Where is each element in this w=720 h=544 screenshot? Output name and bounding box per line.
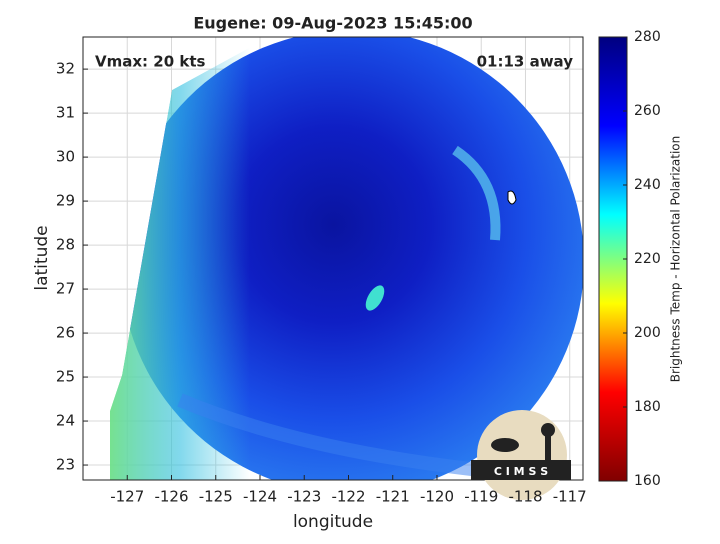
colorbar-label: Brightness Temp - Horizontal Polarizatio…	[669, 136, 683, 383]
x-tick-label: -125	[199, 488, 233, 506]
y-tick-label: 30	[56, 148, 75, 166]
colorbar-tick-label: 160	[634, 473, 661, 489]
colorbar-tick-label: 240	[634, 177, 661, 193]
x-tick-label: -124	[243, 488, 277, 506]
y-tick-label: 25	[56, 368, 75, 386]
annotation: Vmax: 20 kts	[95, 53, 205, 71]
plot-frame	[82, 36, 584, 481]
y-tick-label: 28	[56, 236, 75, 254]
x-tick-label: -126	[154, 488, 188, 506]
annotation: 01:13 away	[477, 53, 574, 71]
colorbar-tick-label: 260	[634, 103, 661, 119]
x-tick-label: -127	[110, 488, 144, 506]
y-tick-label: 31	[56, 104, 75, 122]
x-tick-label: -122	[331, 488, 365, 506]
y-tick-label: 24	[56, 412, 75, 430]
colorbar	[598, 36, 628, 482]
y-tick-label: 32	[56, 60, 75, 78]
y-axis-label: latitude	[32, 225, 52, 290]
y-tick-label: 23	[56, 456, 75, 474]
x-tick-label: -120	[420, 488, 454, 506]
x-tick-label: -123	[287, 488, 321, 506]
chart-title: Eugene: 09-Aug-2023 15:45:00	[193, 14, 472, 33]
logo-text: C I M S S	[494, 465, 548, 478]
x-tick-label: -118	[508, 488, 542, 506]
colorbar-tick-label: 200	[634, 325, 661, 341]
colorbar-tick-label: 280	[634, 29, 661, 45]
x-axis-label: longitude	[293, 512, 373, 532]
x-tick-label: -121	[376, 488, 410, 506]
logo: C I M S S	[471, 410, 571, 500]
x-tick-label: -117	[553, 488, 587, 506]
y-tick-label: 27	[56, 280, 75, 298]
x-tick-label: -119	[464, 488, 498, 506]
y-tick-label: 26	[56, 324, 75, 342]
y-tick-label: 29	[56, 192, 75, 210]
colorbar-tick-label: 220	[634, 251, 661, 267]
colorbar-tick-label: 180	[634, 399, 661, 415]
